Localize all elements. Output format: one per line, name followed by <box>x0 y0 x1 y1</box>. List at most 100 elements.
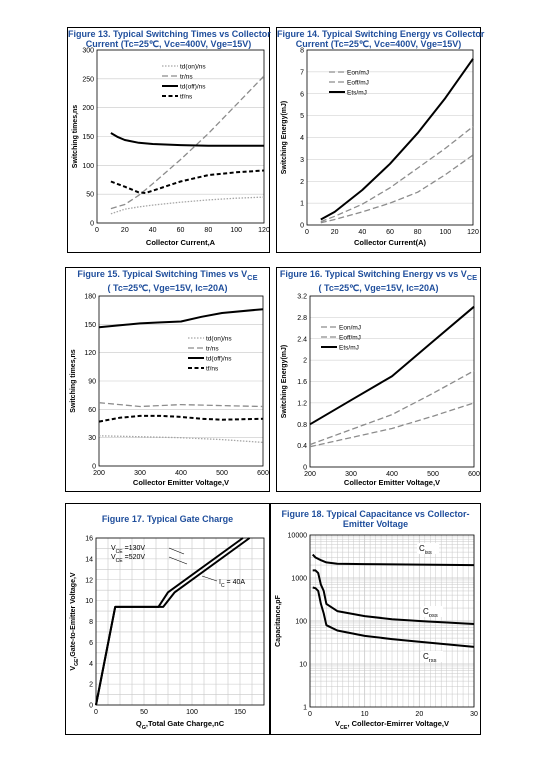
series-line-1 <box>320 126 474 223</box>
chart-fig18: 1 10 100 1000 10000 0 10 20 30 VCE, Collector-Emi… <box>275 533 478 732</box>
x-axis-label: Collector Current,A <box>146 238 216 247</box>
series-line-1 <box>110 75 265 210</box>
series-line-2 <box>98 308 264 329</box>
x-tick-label: 60 <box>177 227 185 234</box>
series-line-1 <box>309 370 475 446</box>
plot-frame <box>309 534 475 708</box>
panel-fig15: Figure 15. Typical Switching Times vs VC… <box>65 267 270 492</box>
x-axis-label: Collector Emitter Voltage,V <box>133 478 229 487</box>
x-tick-label: 20 <box>331 229 339 236</box>
label-bg <box>421 606 443 617</box>
plot-frame <box>96 49 265 224</box>
title-fig18: Figure 18. Typical Capacitance vs Collec… <box>271 509 480 529</box>
y-tick-label: 4 <box>300 135 304 142</box>
x-tick-label: 0 <box>95 227 99 234</box>
panel-fig17: Figure 17. Typical Gate Charge 0 2 4 6 8 10 12… <box>65 503 270 735</box>
y-tick-label: 0 <box>90 221 94 228</box>
series-line-0 <box>309 402 475 448</box>
gridlines <box>309 535 475 707</box>
legend-label: td(off)/ns <box>180 84 206 91</box>
curve-label: Coss <box>423 607 438 619</box>
series-line-1 <box>312 569 475 625</box>
title-fig15: Figure 15. Typical Switching Times vs VC… <box>66 269 269 293</box>
series-line-3 <box>110 169 265 194</box>
y-tick-label: 0.4 <box>297 443 307 450</box>
x-tick-label: 60 <box>386 229 394 236</box>
y-tick-label: 8 <box>89 619 93 626</box>
title-line: Figure 16. Typical Switching Energy vs v… <box>279 269 478 282</box>
x-tick-label: 500 <box>216 470 228 477</box>
y-tick-label: 2.4 <box>297 336 307 343</box>
x-tick-label: 300 <box>345 471 357 478</box>
y-tick-label: 10 <box>299 662 307 669</box>
chart-fig13: 0 50 100 150 200 250 300 0 20 40 60 80 100 120 Collect… <box>72 48 270 248</box>
panel-fig13: Figure 13. Typical Switching Times vs Co… <box>67 27 271 253</box>
x-tick-label: 50 <box>140 709 148 716</box>
y-tick-label: 30 <box>88 435 96 442</box>
y-tick-label: 3 <box>300 157 304 164</box>
panel-fig18: Figure 18. Typical Capacitance vs Collec… <box>270 503 481 735</box>
plot-frame <box>309 295 475 468</box>
y-tick-label: 2 <box>300 179 304 186</box>
panel-fig14: Figure 14. Typical Switching Energy vs C… <box>276 27 484 253</box>
chart-fig17: 0 2 4 6 8 10 12 14 16 0 50 100 150 QG,Total Gate Char… <box>70 536 265 731</box>
y-tick-label: 60 <box>88 407 96 414</box>
x-tick-label: 200 <box>93 470 105 477</box>
y-tick-label: 180 <box>84 294 96 301</box>
x-tick-label: 40 <box>149 227 157 234</box>
legend-label: td(on)/ns <box>206 336 232 343</box>
series-line-1 <box>95 537 251 706</box>
x-tick-label: 150 <box>234 709 246 716</box>
y-tick-label: 0 <box>303 465 307 472</box>
y-tick-label: 8 <box>300 48 304 55</box>
y-tick-label: 16 <box>85 536 93 543</box>
y-tick-label: 5 <box>300 113 304 120</box>
x-tick-label: 300 <box>134 470 146 477</box>
y-tick-label: 1 <box>300 201 304 208</box>
series-line-0 <box>320 154 474 224</box>
y-tick-label: 1000 <box>291 576 307 583</box>
title-line: ( Tc=25℃, Vge=15V, Ic=20A) <box>318 282 439 293</box>
x-tick-label: 0 <box>305 229 309 236</box>
title-fig17: Figure 17. Typical Gate Charge <box>66 514 269 524</box>
series-line-3 <box>98 414 264 423</box>
y-axis-label: Switching Energy(mJ) <box>281 101 288 175</box>
title-fig13: Figure 13. Typical Switching Times vs Co… <box>68 29 271 49</box>
legend-label: tr/ns <box>180 74 193 81</box>
y-axis-label: Capacitance,pF <box>275 594 282 646</box>
y-tick-label: 150 <box>84 322 96 329</box>
legend-label: tf/ns <box>180 94 193 101</box>
legend-label: Eon/mJ <box>339 325 361 332</box>
legend-label: td(on)/ns <box>180 64 206 71</box>
title-fig14: Figure 14. Typical Switching Energy vs C… <box>277 29 484 49</box>
series-line-1 <box>98 402 264 408</box>
title-line: ( Tc=25℃, Vge=15V, Ic=20A) <box>107 282 228 293</box>
annotation-leader <box>168 547 185 555</box>
y-tick-label: 2 <box>89 682 93 689</box>
x-axis-label: VCE, Collector-Emirrer Voltage,V <box>335 719 449 731</box>
title-line: Figure 18. Typical Capacitance vs Collec… <box>281 509 470 519</box>
annotation-leader <box>168 556 188 565</box>
title-line: Figure 13. Typical Switching Times vs Co… <box>68 29 271 39</box>
y-tick-label: 6 <box>89 640 93 647</box>
plot-frame <box>95 537 265 706</box>
legend-label: td(off)/ns <box>206 356 232 363</box>
legend-label: tr/ns <box>206 346 219 353</box>
y-tick-label: 0 <box>89 703 93 710</box>
y-tick-label: 7 <box>300 69 304 76</box>
y-tick-label: 14 <box>85 556 93 563</box>
y-tick-label: 300 <box>82 48 94 55</box>
x-tick-label: 20 <box>415 711 423 718</box>
y-tick-label: 150 <box>82 134 94 141</box>
annotation-leader <box>201 575 218 582</box>
x-tick-label: 80 <box>204 227 212 234</box>
x-tick-label: 200 <box>304 471 316 478</box>
y-tick-label: 0 <box>92 464 96 471</box>
series-line-2 <box>110 132 264 147</box>
chart-fig15: 0 30 60 90 120 150 180 200 300 400 500 600 Collector… <box>70 294 269 488</box>
x-tick-label: 500 <box>427 471 439 478</box>
y-axis-label: Switching times,ns <box>70 349 77 413</box>
y-tick-label: 3.2 <box>297 294 307 301</box>
y-tick-label: 2 <box>303 358 307 365</box>
legend-label: Eon/mJ <box>347 70 369 77</box>
